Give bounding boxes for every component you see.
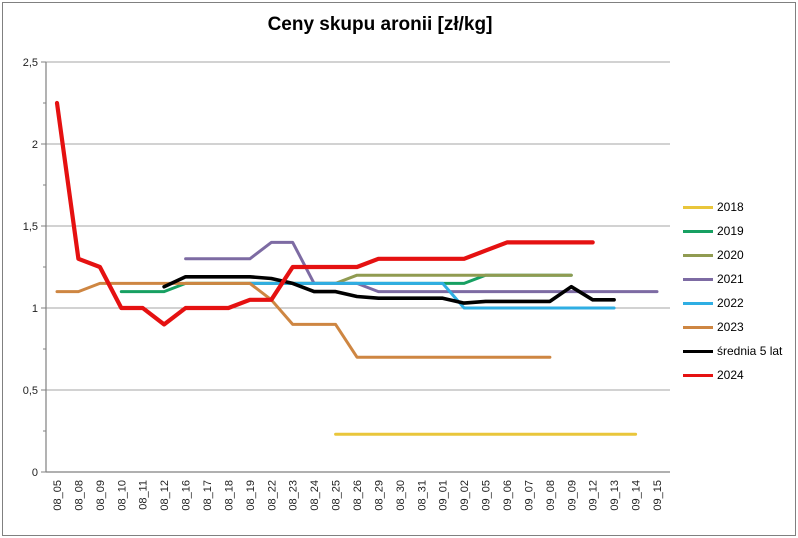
legend-label: 2020 [717,248,744,262]
legend-label: 2023 [717,320,744,334]
legend-label: 2018 [717,200,744,214]
legend: 2018 2019 2020 2021 2022 2023 średnia 5 lat 202… [683,200,782,392]
legend-item-2021: 2021 [683,272,782,286]
x-tick-label: 09_12 [588,480,600,511]
x-tick-label: 08_19 [245,480,257,511]
x-tick-label: 09_06 [502,480,514,511]
x-tick-label: 08_25 [331,480,343,511]
x-tick-label: 09_08 [545,480,557,511]
legend-swatch [683,229,713,233]
legend-item-2024: 2024 [683,368,782,382]
legend-item-2019: 2019 [683,224,782,238]
x-tick-label: 08_10 [116,480,128,511]
x-tick-label: 08_16 [181,480,193,511]
y-tick-label: 0 [32,467,38,479]
x-tick-label: 08_05 [52,480,64,511]
x-tick-label: 09_05 [481,480,493,511]
chart-title: Ceny skupu aronii [zł/kg] [267,14,493,35]
x-tick-label: 08_29 [373,480,385,511]
y-tick-label: 2 [32,139,38,151]
x-tick-label: 08_22 [266,480,278,511]
x-tick-label: 08_31 [416,480,428,511]
series-line-2022 [248,281,616,310]
x-tick-label: 08_17 [202,480,214,511]
y-tick-label: 0,5 [23,385,38,397]
x-tick-label: 09_02 [459,480,471,511]
legend-swatch [683,277,713,281]
x-tick-label: 08_30 [395,480,407,511]
series-line-2023 [55,281,552,359]
y-tick-label: 1 [32,303,38,315]
x-tick-label: 08_24 [309,480,321,511]
legend-swatch [683,301,713,305]
y-tick-label: 1,5 [23,221,38,233]
legend-swatch [683,205,713,209]
series-line-2024 [54,100,595,327]
legend-swatch [683,325,713,329]
x-tick-label: 08_08 [73,480,85,511]
x-tick-label: 09_01 [438,480,450,511]
x-tick-label: 08_12 [159,480,171,511]
x-tick-label: 09_14 [631,480,643,511]
legend-item-średnia-5-lat: średnia 5 lat [683,344,782,358]
legend-swatch [683,373,713,377]
legend-item-2018: 2018 [683,200,782,214]
legend-swatch [683,349,713,353]
legend-item-2023: 2023 [683,320,782,334]
legend-swatch [683,253,713,257]
legend-label: 2024 [717,368,744,382]
x-tick-label: 08_18 [223,480,235,511]
legend-item-2020: 2020 [683,248,782,262]
x-tick-label: 08_26 [352,480,364,511]
legend-item-2022: 2022 [683,296,782,310]
legend-label: 2022 [717,296,744,310]
y-tick-label: 2,5 [23,57,38,69]
x-tick-label: 09_09 [566,480,578,511]
x-tick-label: 08_11 [138,480,150,510]
x-tick-label: 08_09 [95,480,107,511]
legend-label: 2019 [717,224,744,238]
legend-label: średnia 5 lat [717,344,783,358]
x-tick-label: 08_23 [288,480,300,511]
legend-label: 2021 [717,272,744,286]
x-tick-label: 09_13 [609,480,621,511]
x-tick-label: 09_15 [652,480,664,511]
x-tick-label: 09_07 [523,480,535,511]
series-line-średnia-5-lat [162,274,616,305]
